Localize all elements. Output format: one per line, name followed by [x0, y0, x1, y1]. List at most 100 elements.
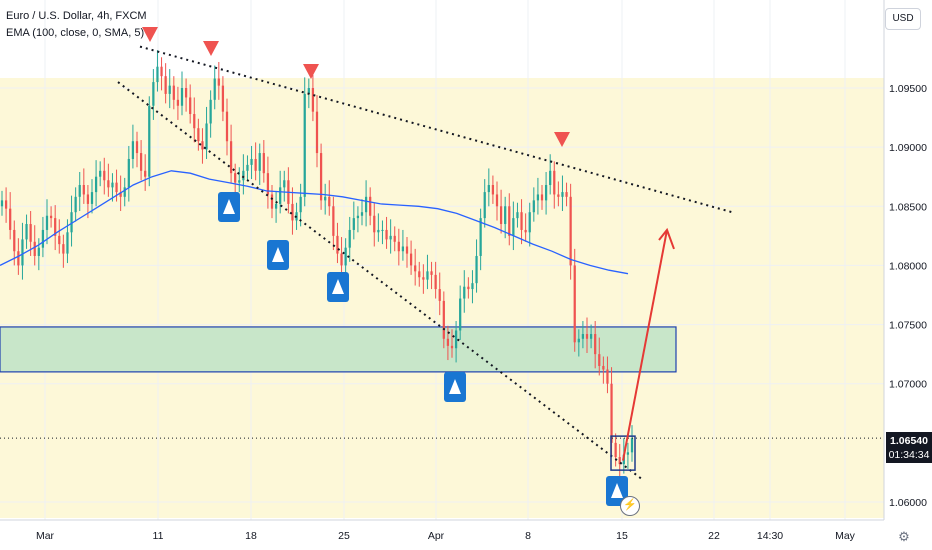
x-tick-label-2: 18 — [245, 530, 257, 542]
y-tick-label-2: 1.08500 — [889, 201, 927, 213]
buy-marker-2 — [327, 272, 349, 302]
candle-88 — [360, 212, 364, 216]
candle-82 — [336, 235, 339, 254]
candle-65 — [266, 173, 270, 195]
buy-marker-3 — [444, 372, 466, 402]
buy-marker-0 — [218, 192, 240, 222]
candle-30 — [123, 187, 126, 197]
candle-60 — [246, 164, 249, 171]
candle-33 — [135, 141, 139, 154]
candle-74 — [303, 93, 306, 197]
candle-86 — [352, 218, 355, 230]
candle-7 — [29, 224, 32, 242]
candle-126 — [516, 212, 519, 219]
candle-135 — [553, 170, 556, 195]
candle-40 — [164, 76, 167, 94]
settings-icon[interactable]: ⚙ — [898, 529, 910, 544]
sell-marker-0 — [142, 27, 158, 42]
x-tick-label-7: 22 — [708, 530, 720, 542]
candle-123 — [504, 206, 507, 225]
candle-150 — [614, 442, 617, 458]
candle-9 — [37, 247, 40, 256]
y-tick-label-4: 1.07500 — [889, 320, 927, 332]
candle-37 — [152, 82, 155, 106]
candle-54 — [221, 85, 225, 112]
candle-140 — [573, 265, 576, 343]
candle-44 — [180, 88, 184, 106]
candle-142 — [581, 334, 585, 339]
candle-122 — [499, 206, 503, 225]
candle-149 — [610, 383, 613, 443]
candle-52 — [213, 78, 216, 100]
candle-10 — [41, 229, 45, 248]
candle-147 — [602, 365, 605, 370]
candle-38 — [156, 66, 159, 83]
lightning-icon[interactable]: ⚡ — [620, 496, 640, 516]
y-tick-label-0: 1.09500 — [889, 83, 927, 95]
candle-121 — [495, 194, 499, 207]
candle-8 — [33, 241, 36, 256]
candle-35 — [144, 170, 147, 177]
candle-136 — [557, 194, 560, 197]
candle-41 — [168, 85, 171, 94]
bar-countdown: 01:34:34 — [888, 449, 930, 461]
candle-130 — [532, 200, 535, 213]
candle-110 — [450, 345, 454, 349]
currency-button[interactable]: USD — [885, 8, 921, 30]
sell-marker-2 — [303, 64, 319, 79]
candle-39 — [160, 66, 163, 77]
candle-32 — [131, 141, 135, 159]
candle-79 — [324, 196, 327, 201]
background-band — [0, 78, 884, 518]
candle-139 — [569, 196, 572, 266]
candle-58 — [238, 180, 241, 183]
candle-117 — [479, 218, 482, 256]
x-tick-label-4: Apr — [428, 530, 445, 542]
candle-4 — [17, 251, 20, 266]
candle-6 — [25, 224, 28, 240]
candle-96 — [393, 235, 396, 242]
candle-77 — [315, 111, 319, 154]
y-tick-label-6: 1.06000 — [889, 497, 927, 509]
candle-81 — [332, 206, 335, 236]
x-tick-label-0: Mar — [36, 530, 55, 542]
candle-0 — [0, 200, 4, 207]
candle-29 — [119, 192, 122, 197]
candle-112 — [459, 298, 462, 331]
candle-49 — [201, 141, 204, 150]
candle-128 — [524, 229, 527, 233]
candle-5 — [21, 239, 24, 266]
candle-109 — [446, 338, 450, 346]
candle-101 — [414, 265, 417, 272]
candle-99 — [405, 246, 409, 254]
sell-marker-3 — [554, 132, 570, 147]
candle-56 — [229, 141, 233, 174]
time-axis — [0, 520, 932, 550]
candle-20 — [82, 184, 85, 195]
projection-arrow-head — [658, 227, 675, 250]
resistance-trendline — [139, 45, 733, 214]
candle-85 — [348, 229, 351, 248]
candle-22 — [90, 192, 94, 204]
candle-132 — [540, 194, 544, 201]
last-price-value: 1.06540 — [890, 435, 928, 447]
candle-83 — [340, 253, 343, 266]
candle-148 — [606, 369, 609, 384]
candle-18 — [74, 196, 77, 213]
x-tick-label-1: 11 — [153, 530, 164, 542]
candle-106 — [434, 274, 437, 290]
candle-11 — [45, 215, 49, 230]
candle-84 — [344, 247, 347, 266]
candle-31 — [127, 158, 130, 188]
ema-100-line — [0, 170, 629, 275]
candle-14 — [58, 235, 61, 245]
candle-141 — [577, 338, 580, 343]
candle-89 — [364, 196, 368, 213]
candle-138 — [565, 192, 568, 197]
candle-104 — [426, 271, 429, 280]
candle-91 — [373, 215, 376, 233]
candle-26 — [107, 180, 110, 188]
candle-137 — [561, 192, 564, 197]
candle-100 — [409, 253, 413, 266]
